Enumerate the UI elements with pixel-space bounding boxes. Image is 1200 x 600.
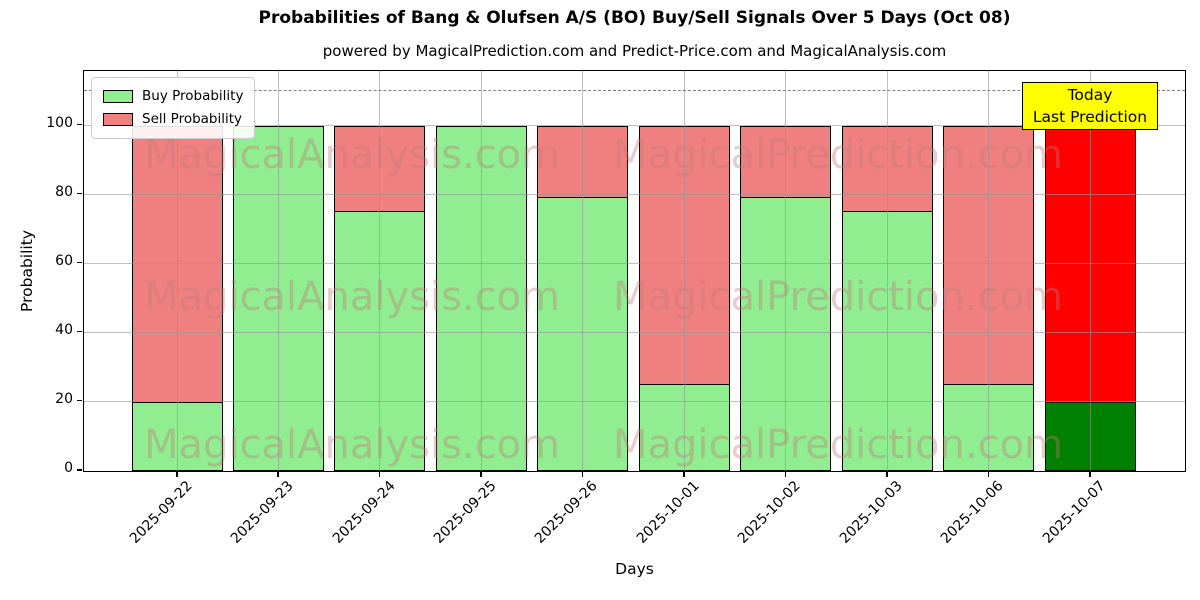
vertical-gridline [785,71,787,471]
y-tick-mark [77,399,82,402]
y-tick-mark [77,469,82,471]
legend-sell-label: Sell Probability [142,111,243,127]
today-annotation-line1: Today [1067,86,1113,104]
x-tick-mark [480,472,482,477]
x-tick-mark [277,472,279,477]
today-annotation-line2: Last Prediction [1032,108,1148,126]
chart-subtitle: powered by MagicalPrediction.com and Pre… [322,42,947,60]
horizontal-gridline [84,331,1185,333]
plot-area: Buy Probability Sell Probability [83,70,1186,472]
x-tick-label: 2025-09-26 [532,478,602,547]
vertical-gridline [480,71,482,471]
today-annotation: Today Last Prediction [1022,82,1158,130]
y-tick-label: 60 [55,252,73,269]
x-tick-mark [378,472,381,477]
horizontal-gridline [84,262,1185,264]
y-tick-label: 80 [55,183,73,200]
vertical-gridline [582,71,584,471]
x-tick-mark [987,472,990,477]
y-tick-label: 0 [64,460,73,476]
horizontal-gridline [84,400,1185,402]
vertical-gridline [1089,71,1091,471]
x-tick-mark [784,472,787,477]
legend-item-sell: Sell Probability [103,108,243,131]
x-tick-mark [1089,472,1091,477]
sell-swatch-icon [103,113,133,126]
x-tick-label: 2025-10-02 [735,478,804,547]
x-tick-label: 2025-10-03 [836,478,906,547]
x-tick-label: 2025-09-25 [430,478,500,547]
buy-swatch-icon [103,90,133,103]
vertical-gridline [886,71,888,471]
vertical-gridline [379,71,381,471]
y-tick-label: 100 [46,114,73,131]
threshold-dashed-line [84,90,1185,91]
x-tick-label: 2025-09-22 [126,478,196,547]
x-tick-mark [581,472,584,477]
vertical-gridline [988,71,990,471]
y-tick-mark [77,192,82,195]
x-tick-label: 2025-10-07 [1039,478,1109,547]
x-tick-label: 2025-10-01 [633,478,703,547]
x-tick-label: 2025-10-06 [938,478,1007,547]
x-tick-mark [886,472,888,477]
vertical-gridline [277,71,279,471]
y-tick-mark [77,330,82,333]
y-tick-mark [77,123,82,126]
legend-buy-label: Buy Probability [142,88,244,104]
vertical-gridline [683,71,685,471]
x-tick-label: 2025-09-24 [329,478,399,547]
x-tick-mark [683,472,685,477]
x-tick-label: 2025-09-23 [227,478,297,547]
x-tick-mark [176,472,178,477]
legend: Buy Probability Sell Probability [91,77,256,139]
vertical-gridline [176,71,178,471]
legend-item-buy: Buy Probability [103,85,243,108]
horizontal-gridline [84,124,1185,126]
y-axis-label: Probability [18,230,36,312]
x-axis-label: Days [615,560,654,578]
y-tick-label: 20 [55,390,73,407]
horizontal-gridline [84,193,1185,195]
chart-title: Probabilities of Bang & Olufsen A/S (BO)… [258,8,1011,28]
y-tick-label: 40 [55,321,73,338]
y-tick-mark [77,261,82,264]
